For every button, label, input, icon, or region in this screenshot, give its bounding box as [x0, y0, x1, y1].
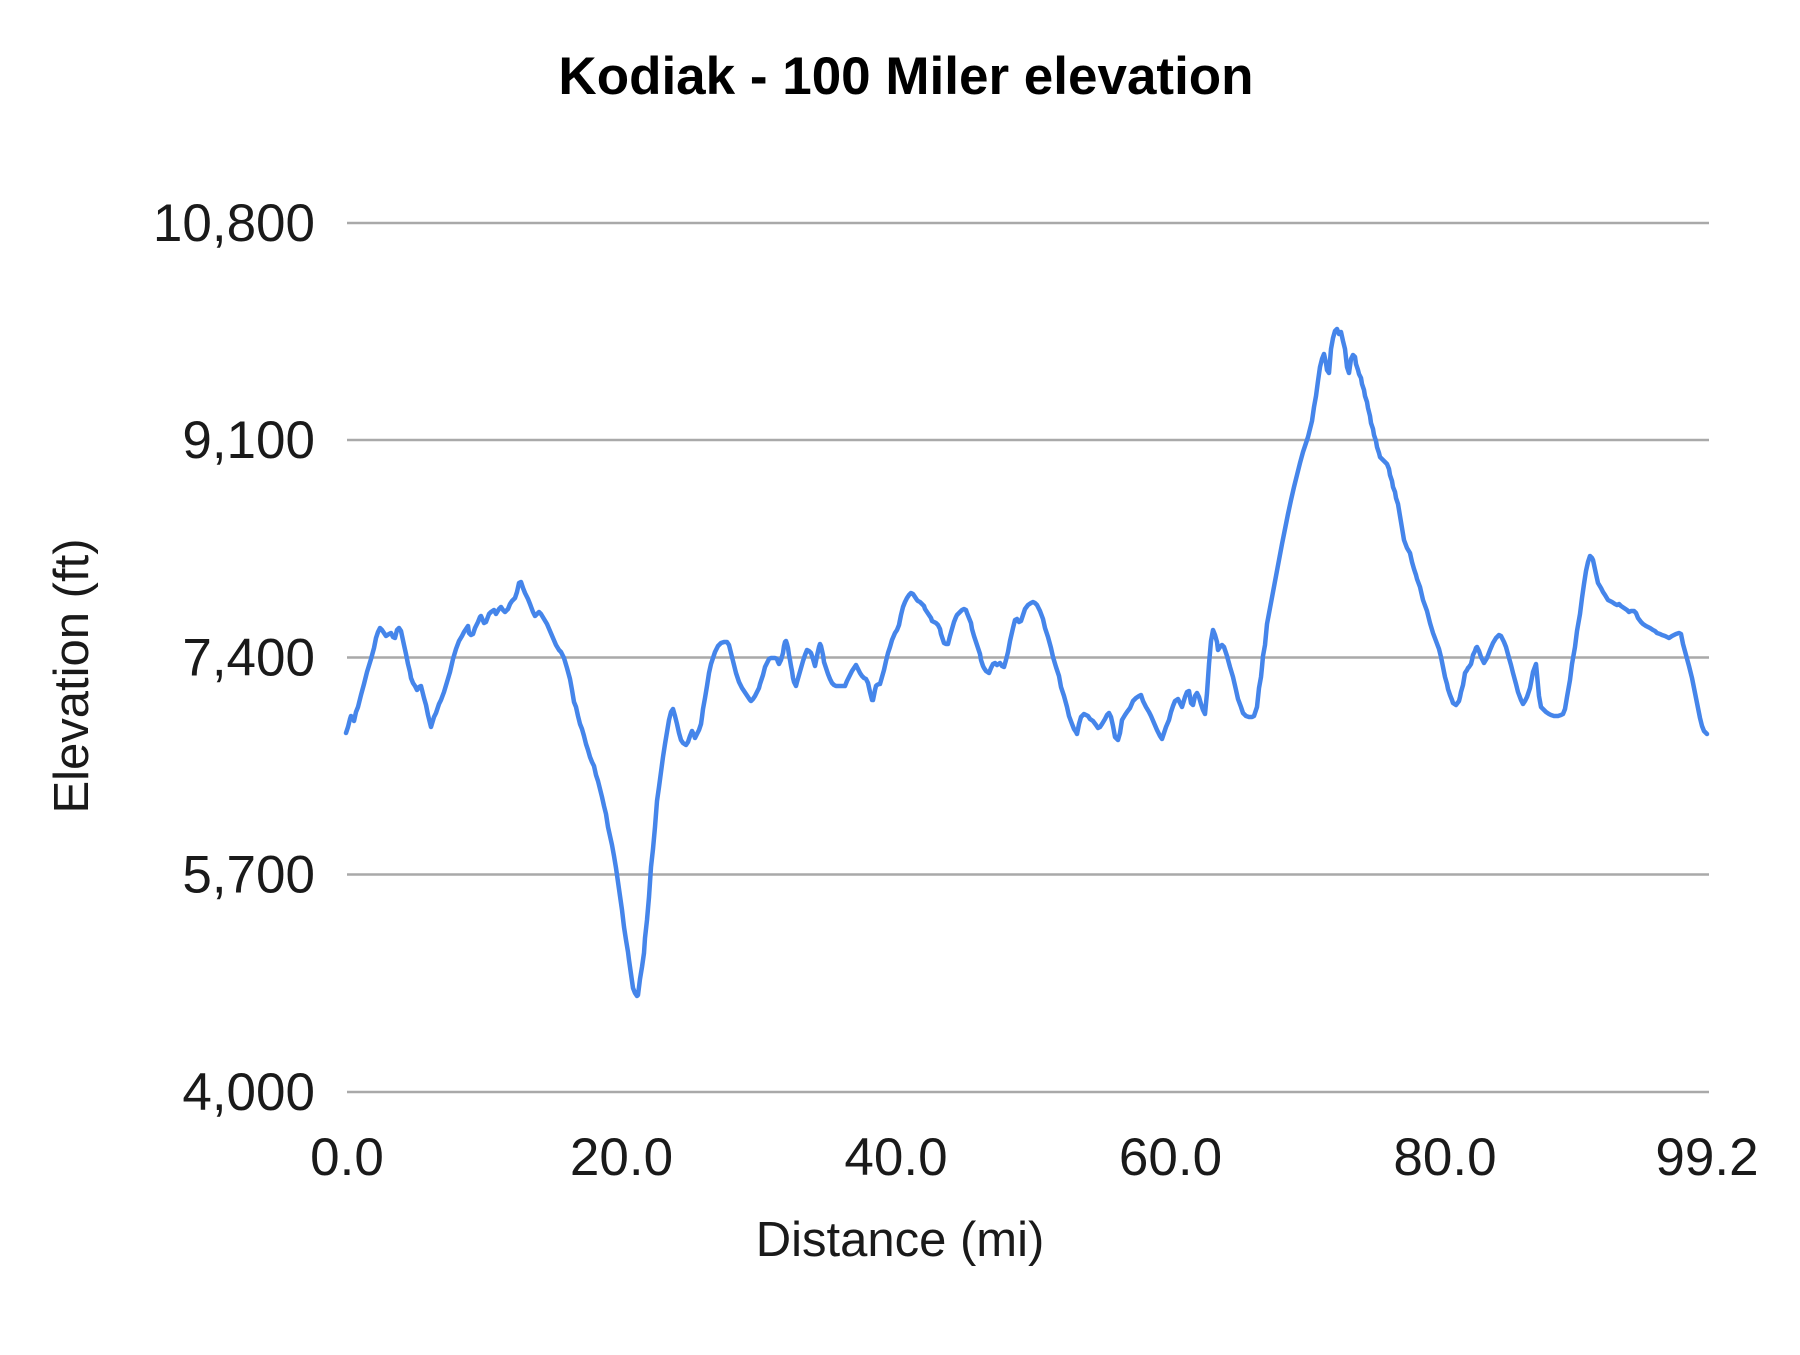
svg-text:40.0: 40.0 — [844, 1128, 947, 1187]
svg-text:5,700: 5,700 — [182, 846, 315, 905]
svg-text:0.0: 0.0 — [310, 1128, 384, 1187]
svg-text:Kodiak - 100 Miler elevation: Kodiak - 100 Miler elevation — [558, 47, 1253, 106]
svg-text:10,800: 10,800 — [153, 194, 315, 253]
svg-text:60.0: 60.0 — [1119, 1128, 1222, 1187]
svg-text:99.2: 99.2 — [1655, 1128, 1758, 1187]
svg-text:Elevation (ft): Elevation (ft) — [45, 538, 99, 813]
svg-text:Distance (mi): Distance (mi) — [756, 1213, 1045, 1267]
svg-text:9,100: 9,100 — [182, 411, 315, 470]
svg-text:80.0: 80.0 — [1393, 1128, 1496, 1187]
svg-text:7,400: 7,400 — [182, 629, 315, 688]
svg-text:20.0: 20.0 — [570, 1128, 673, 1187]
svg-text:4,000: 4,000 — [182, 1063, 315, 1122]
